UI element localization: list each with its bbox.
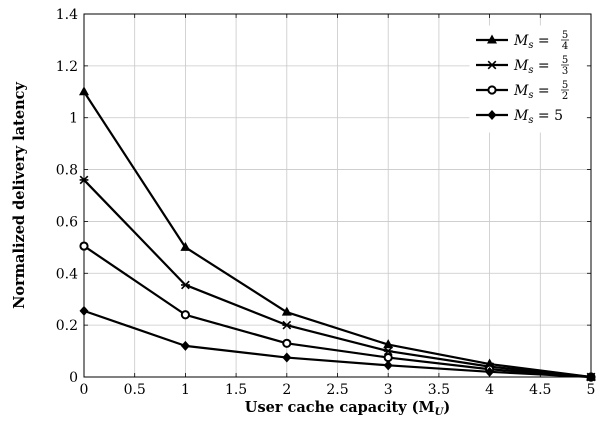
legend-label-1: Ms =	[513, 58, 550, 76]
x-axis-title-tail: )	[443, 399, 450, 416]
y-tick-label-6: 1.2	[56, 59, 78, 75]
series-2-point-0	[79, 241, 89, 251]
legend-label-0: Ms =	[513, 33, 550, 51]
series-2-point-1	[180, 310, 190, 320]
x-tick-label-10: 5	[587, 382, 596, 398]
series-3-point-4	[485, 366, 495, 377]
series-line-1	[83, 179, 592, 379]
x-tick-label-3: 1.5	[225, 382, 247, 398]
legend-eq-1: =	[533, 58, 549, 74]
legend-numerator-2: 5	[562, 80, 568, 91]
legend-sub-1: s	[528, 65, 533, 76]
series-3-point-0	[79, 305, 89, 316]
legend-numerator-0: 5	[562, 30, 568, 41]
series-1-point-1	[181, 280, 190, 290]
series-1	[79, 175, 596, 382]
series-1-point-2	[282, 320, 292, 330]
x-tick-label-1: 0.5	[124, 382, 146, 398]
series-2-point-2	[282, 338, 292, 348]
legend-var-0: M	[513, 33, 529, 49]
legend-numerator-1: 5	[562, 55, 568, 66]
series-3-point-3	[383, 360, 393, 371]
y-tick-label-4: 0.8	[56, 163, 78, 179]
series-2-point-3	[383, 352, 393, 363]
series-3-point-2	[282, 352, 292, 363]
y-tick-label-3: 0.6	[56, 214, 78, 230]
series-line-2	[83, 245, 592, 379]
series-3	[79, 305, 596, 382]
series-3-point-1	[180, 340, 190, 351]
y-tick-label-2: 0.4	[56, 266, 78, 282]
x-axis-title: User cache capacity (MU)	[245, 399, 450, 418]
x-tick-label-9: 4.5	[529, 382, 551, 398]
series-layer	[79, 86, 596, 382]
series-3-point-5	[586, 372, 596, 382]
legend-sub-3: s	[528, 115, 533, 126]
legend-eq-0: =	[533, 33, 549, 49]
series-1-point-3	[383, 346, 393, 356]
legend-marker-3	[487, 110, 497, 120]
y-tick-label-0: 0	[69, 370, 78, 386]
legend-entry-1: Ms = 53	[476, 55, 569, 77]
legend-marker-0	[487, 34, 497, 44]
y-axis-title: Normalized delivery latency	[11, 82, 28, 309]
series-0-point-0	[79, 86, 89, 96]
y-tick-label-5: 1	[69, 111, 78, 127]
x-tick-label-8: 4	[485, 382, 494, 398]
legend-eq-3: =	[533, 108, 554, 124]
legend-sub-2: s	[528, 90, 533, 101]
series-0-point-2	[281, 306, 292, 316]
axis-ticks: 0 0.5 1 1.5 2 2.5 3 3.5 4 4.5 5 0 0.2 0.4 0.6 0.8 1 1.2 1.…	[56, 7, 596, 398]
series-1-point-0	[79, 175, 89, 185]
legend-entry-3: Ms = 5	[476, 108, 563, 126]
x-tick-label-2: 1	[181, 382, 190, 398]
legend-sub-0: s	[528, 40, 533, 51]
legend-denominator-2: 2	[562, 91, 568, 102]
x-tick-label-6: 3	[384, 382, 393, 398]
series-0-point-1	[180, 241, 191, 251]
legend-var-3: M	[513, 108, 529, 124]
series-line-3	[83, 309, 592, 379]
legend-var-1: M	[513, 58, 529, 74]
legend-denominator-0: 4	[562, 41, 568, 52]
y-tick-label-7: 1.4	[56, 7, 78, 23]
legend-entry-0: Ms = 54	[476, 30, 569, 52]
x-tick-label-7: 3.5	[428, 382, 450, 398]
x-tick-label-5: 2.5	[326, 382, 348, 398]
x-axis-title-main: User cache capacity (M	[245, 399, 435, 416]
legend-value-3: 5	[554, 108, 563, 124]
series-line-0	[83, 91, 592, 379]
series-0-point-3	[383, 339, 394, 349]
legend-entry-2: Ms = 52	[476, 80, 569, 102]
legend-var-2: M	[513, 83, 529, 99]
legend-marker-2	[487, 85, 497, 95]
x-tick-label-4: 2	[282, 382, 291, 398]
legend-label-2: Ms =	[513, 83, 550, 101]
legend-marker-1	[487, 60, 497, 70]
y-tick-label-1: 0.2	[56, 318, 78, 334]
x-tick-label-0: 0	[80, 382, 89, 398]
legend-label-3: Ms = 5	[513, 108, 563, 126]
x-axis-title-sub: U	[435, 407, 445, 418]
legend-denominator-1: 3	[562, 66, 568, 77]
legend-eq-2: =	[533, 83, 549, 99]
